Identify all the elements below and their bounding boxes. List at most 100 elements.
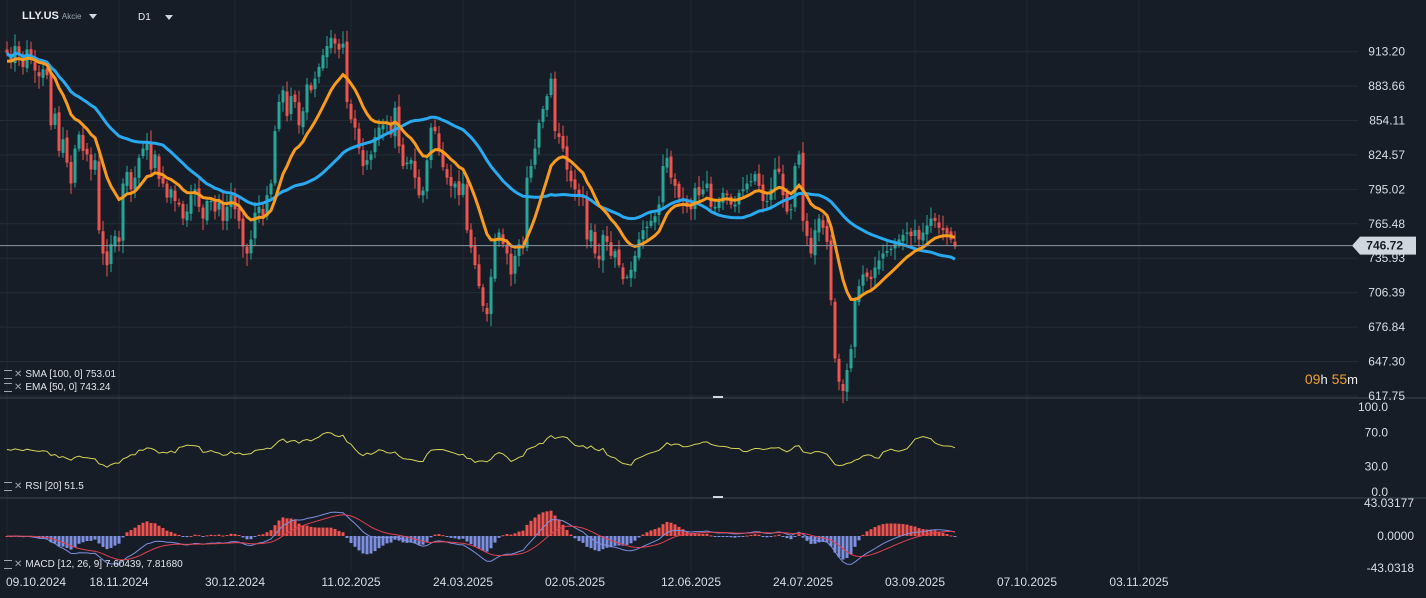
macd-histogram-bar: [201, 536, 205, 537]
macd-histogram-bar: [233, 534, 237, 536]
macd-histogram-bar: [489, 536, 493, 549]
settings-icon[interactable]: [4, 559, 12, 569]
settings-icon[interactable]: [4, 481, 12, 491]
macd-histogram-bar: [649, 530, 653, 536]
macd-histogram-bar: [585, 536, 589, 547]
macd-histogram-bar: [357, 536, 361, 551]
close-icon[interactable]: ✕: [14, 559, 23, 570]
candle-body: [225, 206, 229, 221]
macd-histogram-bar: [77, 536, 81, 544]
macd-histogram-bar: [533, 517, 537, 536]
macd-histogram-bar: [633, 536, 637, 541]
y-tick-label: 676.84: [1368, 320, 1405, 334]
macd-histogram-bar: [513, 533, 517, 536]
macd-histogram-bar: [761, 536, 765, 537]
macd-histogram-bar: [893, 523, 897, 536]
candle-body: [425, 160, 429, 192]
candle-body: [545, 96, 549, 110]
candle-body: [381, 125, 385, 130]
macd-histogram-bar: [145, 521, 149, 536]
macd-histogram-bar: [477, 536, 481, 549]
macd-histogram-bar: [681, 529, 685, 536]
macd-histogram-bar: [929, 529, 933, 536]
chevron-down-icon: [89, 13, 98, 19]
macd-histogram-bar: [305, 525, 309, 536]
candle-body: [849, 349, 853, 369]
macd-histogram-bar: [813, 536, 817, 544]
candle-body: [341, 43, 345, 48]
macd-histogram-bar: [945, 534, 949, 536]
candle-body: [889, 248, 893, 250]
macd-histogram-bar: [285, 518, 289, 536]
macd-histogram-bar: [661, 524, 665, 536]
candle-body: [217, 202, 221, 210]
macd-histogram-bar: [717, 536, 721, 537]
candle-body: [553, 78, 557, 132]
candle-body: [945, 228, 949, 234]
candle-body: [877, 260, 881, 270]
macd-histogram-bar: [397, 536, 401, 541]
y-tick-label: 706.39: [1368, 286, 1405, 300]
ema-legend[interactable]: ✕ EMA [50, 0] 743.24: [4, 382, 110, 393]
symbol-selector[interactable]: LLY.US Akcie: [22, 10, 98, 22]
candle-body: [817, 218, 821, 233]
rsi-legend[interactable]: ✕ RSI [20] 51.5: [4, 481, 84, 492]
macd-histogram-bar: [405, 536, 409, 543]
candle-body: [457, 181, 461, 196]
timeframe-selector[interactable]: D1: [138, 12, 173, 23]
close-icon[interactable]: ✕: [14, 481, 23, 492]
macd-histogram-bar: [497, 536, 501, 538]
macd-histogram-bar: [645, 532, 649, 536]
timeframe-label: D1: [138, 12, 151, 23]
candle-body: [373, 136, 377, 153]
candle-body: [873, 267, 877, 278]
candle-body: [821, 220, 825, 228]
macd-histogram-bar: [113, 536, 117, 546]
macd-histogram-bar: [373, 536, 377, 552]
macd-histogram-bar: [925, 529, 929, 536]
candle-body: [213, 201, 217, 212]
axes: 913.20 883.66 854.11 824.57 795.02 765.48 735.…: [0, 45, 1416, 589]
macd-histogram-bar: [653, 529, 657, 536]
candle-body: [53, 113, 57, 126]
macd-histogram-bar: [481, 536, 485, 551]
candle-body: [97, 161, 101, 231]
candle-body: [185, 211, 189, 221]
macd-histogram-bar: [117, 536, 121, 544]
sma-legend[interactable]: ✕ SMA [100, 0] 753.01: [4, 369, 116, 380]
candle-body: [537, 122, 541, 148]
settings-icon[interactable]: [4, 382, 12, 392]
candle-body: [317, 66, 321, 77]
y-tick-label: 824.57: [1368, 148, 1405, 162]
candle-body: [461, 183, 465, 195]
settings-icon[interactable]: [4, 369, 12, 379]
macd-histogram-bar: [249, 536, 253, 540]
macd-histogram-bar: [829, 536, 833, 547]
candle-body: [41, 69, 45, 78]
candle-body: [797, 154, 801, 165]
macd-histogram-bar: [913, 526, 917, 536]
candle-body: [693, 188, 697, 209]
macd-histogram-bar: [669, 522, 673, 536]
close-icon[interactable]: ✕: [14, 369, 23, 380]
candle-body: [625, 276, 629, 278]
candle-body: [649, 220, 653, 226]
candle-body: [357, 128, 361, 149]
candle-body: [69, 162, 73, 184]
asset-type-label: Akcie: [61, 12, 82, 21]
candle-body: [953, 241, 957, 247]
close-icon[interactable]: ✕: [14, 382, 23, 393]
candle-body: [853, 300, 857, 347]
macd-histogram-bar: [169, 531, 173, 536]
macd-legend[interactable]: ✕ MACD [12, 26, 9] 7.60439, 7.81680: [4, 559, 183, 570]
candle-body: [361, 150, 365, 167]
candle-body: [901, 234, 905, 242]
macd-histogram-bar: [621, 536, 625, 546]
candle-body: [609, 242, 613, 256]
macd-histogram-bar: [61, 536, 65, 547]
macd-histogram-bar: [85, 536, 89, 542]
macd-histogram-bar: [733, 536, 737, 538]
candle-body: [329, 37, 333, 49]
macd-histogram-bar: [185, 536, 189, 538]
